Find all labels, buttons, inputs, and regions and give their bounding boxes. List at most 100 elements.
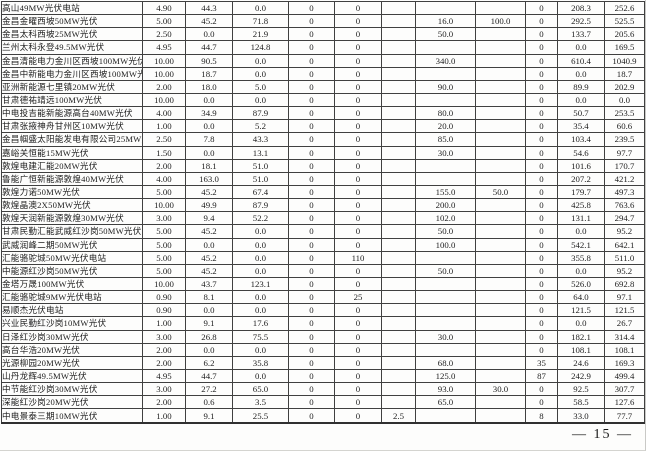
value-cell: 0 [334,184,382,200]
value-cell: 0 [525,290,558,305]
value-cell: 0 [334,40,382,55]
value-cell: 125.0 [415,368,476,384]
table-row: 深能红沙岗20MW光伏 2.00 0.6 3.5 0 0 65.0 0 58.5 127.6 [1,395,645,410]
value-cell: 0.90 [142,303,186,318]
plant-name-cell: 兰州太科永登49.5MW光伏 [1,40,143,55]
value-cell: 33.0 [557,408,605,424]
value-cell: 8.1 [185,290,233,305]
value-cell [381,92,416,108]
plant-name-cell: 鲁能广恒新能源敦煌40MW光伏 [1,171,143,186]
value-cell: 25.5 [232,408,289,424]
value-cell: 35 [525,355,558,370]
value-cell: 0.0 [557,224,605,239]
plant-name-cell: 甘肃民勤汇能武威红沙岗50MW光伏 [1,224,143,239]
value-cell [381,355,416,370]
value-cell: 0 [334,119,382,134]
value-cell: 0 [334,303,382,318]
value-cell: 0 [525,303,558,318]
value-cell: 101.6 [557,158,605,173]
value-cell [475,290,526,305]
value-cell: 51.0 [232,171,289,186]
value-cell [381,290,416,305]
table-row: 中节能红沙岗30MW光伏 3.00 27.2 65.0 0 0 93.0 30.0 0 92.5 3… [1,382,645,397]
value-cell: 0 [288,132,335,147]
value-cell: 95.2 [604,263,645,278]
value-cell [475,171,526,186]
value-cell [415,171,476,186]
value-cell: 17.6 [232,316,289,331]
value-cell: 0 [525,106,558,121]
value-cell: 169.5 [604,40,645,55]
value-cell: 50.0 [415,224,476,239]
value-cell: 0 [525,66,558,81]
value-cell: 0 [525,0,558,16]
value-cell: 87.9 [232,198,289,213]
value-cell: 497.3 [604,184,645,200]
table-row: 高山49MW光伏电站 4.90 44.3 0.0 0 0 0 208.3 252.6 [1,0,645,16]
value-cell: 35.8 [232,355,289,370]
value-cell [381,395,416,410]
value-cell [381,79,416,94]
plant-name-cell: 中电投吉能新能源高台40MW光伏 [1,106,143,121]
plant-name-cell: 敦煌天润新能源敦煌30MW光伏 [1,211,143,226]
value-cell: 0 [334,211,382,226]
value-cell: 0.0 [185,303,233,318]
value-cell: 1.00 [142,316,186,331]
value-cell: 85.0 [415,132,476,147]
value-cell: 110 [334,250,382,265]
value-cell [475,79,526,94]
table-row: 中电投吉能新能源高台40MW光伏 4.00 34.9 87.9 0 0 80.0 0 50.7 2… [1,106,645,121]
value-cell [381,106,416,121]
value-cell [381,171,416,186]
value-cell [381,329,416,344]
plant-name-cell: 甘肃德祐靖远100MW光伏 [1,92,143,108]
value-cell: 0 [525,40,558,55]
value-cell: 0 [288,211,335,226]
value-cell: 421.2 [604,171,645,186]
value-cell: 0.0 [185,92,233,108]
value-cell [381,237,416,252]
value-cell: 0.0 [185,27,233,42]
value-cell: 124.8 [232,40,289,55]
value-cell: 0 [525,145,558,160]
value-cell: 0 [334,408,382,424]
value-cell: 0.0 [185,145,233,160]
value-cell: 121.5 [557,303,605,318]
value-cell: 89.9 [557,79,605,94]
value-cell: 0 [288,198,335,213]
table-row: 金昌帼盛太阳能发电有限公司25MW光伏2.507.843.30085.00103… [1,132,645,147]
value-cell [381,132,416,147]
value-cell [381,119,416,134]
value-cell: 0 [334,395,382,410]
plant-name-cell: 甘肃张掖神舟甘州区10MW光伏 [1,119,143,134]
value-cell: 0 [525,14,558,29]
value-cell: 30.0 [415,145,476,160]
value-cell: 0 [334,329,382,344]
plant-name-cell: 敦煌晶澳2X50MW光伏 [1,198,143,213]
table-row: 高台华浩20MW光伏 2.00 0.0 0.0 0 0 0 108.1 108.1 [1,342,645,357]
value-cell: 163.0 [185,171,233,186]
value-cell: 3.00 [142,211,186,226]
value-cell: 0 [525,79,558,94]
value-cell [381,263,416,278]
value-cell: 10.00 [142,53,186,68]
plant-name-cell: 易顺杰光伏电站 [1,303,143,318]
value-cell [381,0,416,16]
value-cell: 123.1 [232,276,289,292]
value-cell: 95.2 [604,224,645,239]
value-cell [415,316,476,331]
table-row: 甘肃张掖神舟甘州区10MW光伏 1.00 0.0 5.2 0 0 20.0 0 35.4 60.6 [1,119,645,134]
value-cell [475,158,526,173]
table-row: 甘肃德祐靖远100MW光伏 10.00 0.0 0.0 0 0 0 0.0 0.0 [1,92,645,108]
value-cell: 0 [288,106,335,121]
table-row: 日泽红沙岗30MW光伏 3.00 26.8 75.5 0 0 30.0 0 182.1 314.4 [1,329,645,344]
value-cell: 202.9 [604,79,645,94]
value-cell: 71.8 [232,14,289,29]
value-cell: 0 [334,368,382,384]
value-cell: 10.00 [142,66,186,81]
value-cell: 0 [334,355,382,370]
value-cell: 0 [334,224,382,239]
value-cell: 0 [525,237,558,252]
value-cell: 0 [288,395,335,410]
value-cell: 121.5 [604,303,645,318]
